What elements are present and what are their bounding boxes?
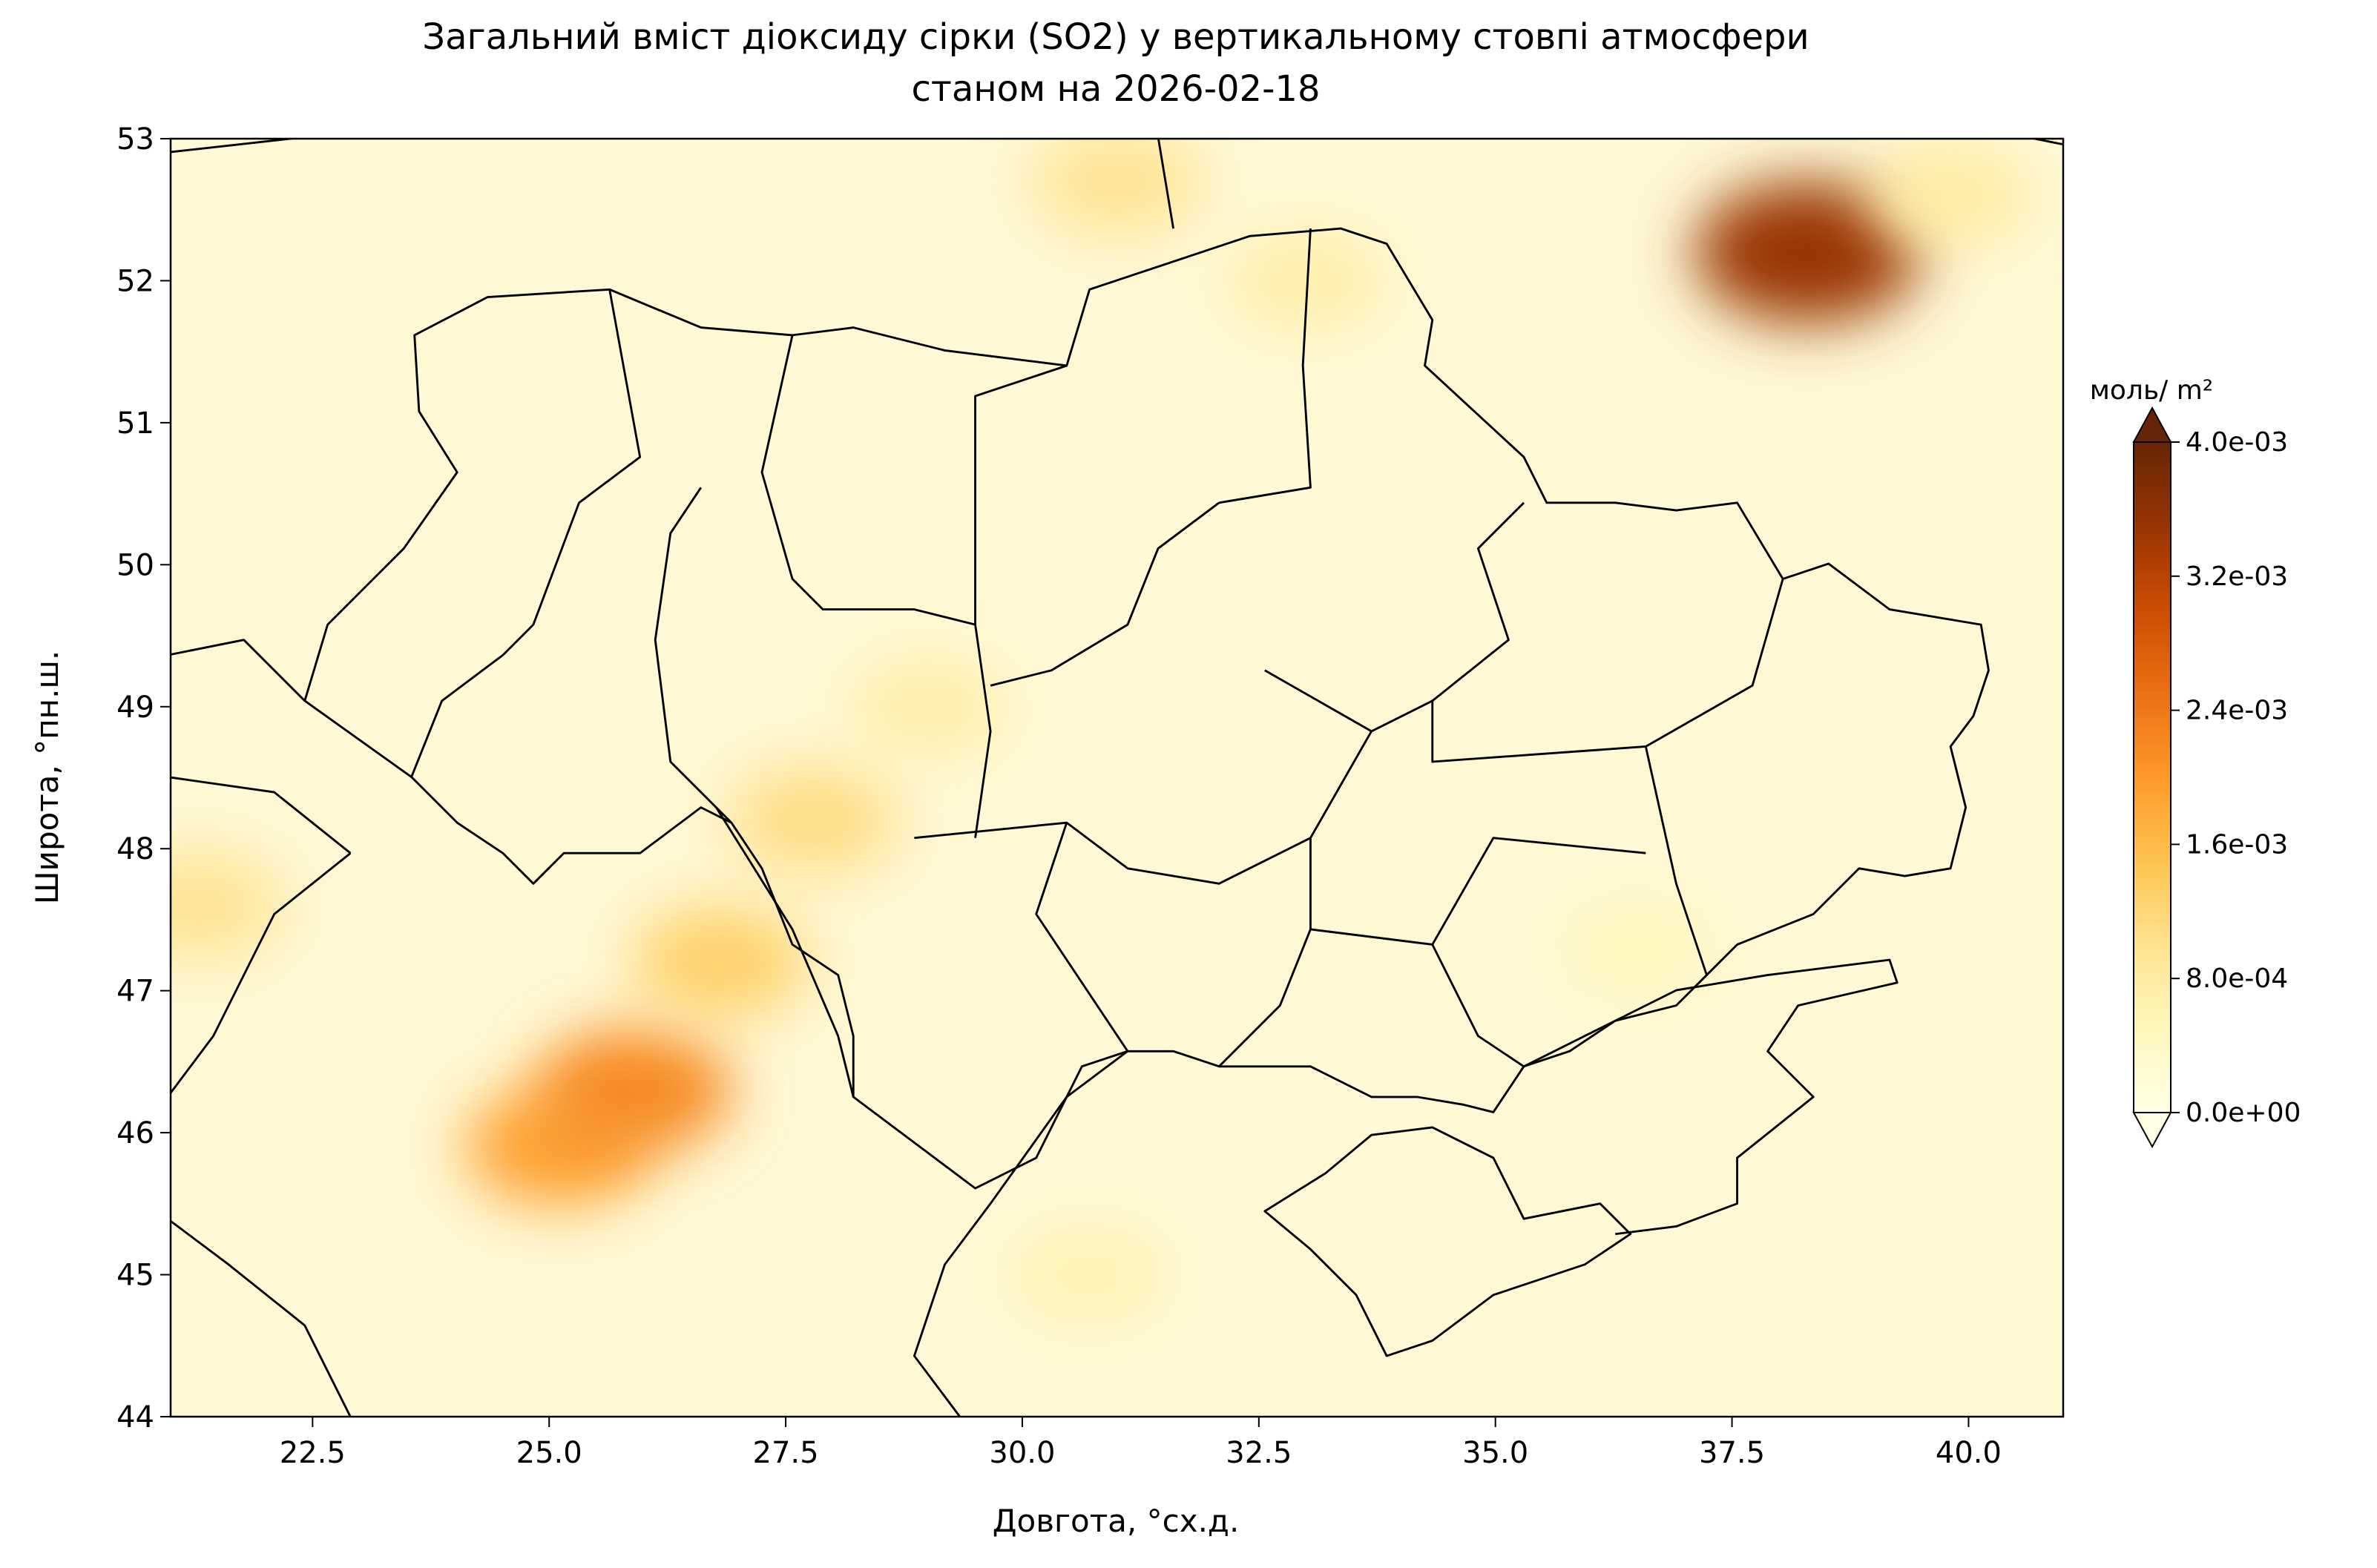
borders [171,139,2063,1417]
y-tick-label: 45 [116,1259,154,1293]
y-axis-label: Широта, °пн.ш. [29,650,65,905]
y-tick-label: 50 [116,548,154,582]
colorbar-label: моль/ m² [2090,375,2213,406]
colorbar-tick-label: 0.0e+00 [2186,1098,2301,1128]
colorbar-frame [2133,441,2171,1113]
y-tick-label: 53 [116,122,154,157]
x-axis-label: Довгота, °сх.д. [993,1503,1240,1539]
colorbar-extend-min [2132,1112,2172,1149]
y-tick-label: 44 [116,1400,154,1434]
y-tick-label: 51 [116,406,154,441]
so2-hotspot [632,908,806,1017]
x-tick-label: 22.5 [280,1436,346,1470]
x-tick-label: 27.5 [753,1436,819,1470]
chart-title: Загальний вміст діоксиду сірки (SO2) у в… [422,16,1809,58]
x-tick-label: 25.0 [516,1436,582,1470]
colorbar-tick-label: 4.0e-03 [2186,427,2288,458]
so2-hotspot [1694,182,1921,323]
plot-frame [169,137,2065,1418]
y-tick-label: 47 [116,975,154,1009]
so2-hotspot [1869,145,2031,246]
colorbar [2134,442,2171,1113]
colorbar-tick-label: 2.4e-03 [2186,696,2288,726]
so2-hotspot [1010,1225,1167,1324]
x-tick-label: 30.0 [989,1436,1055,1470]
so2-hotspot [1560,900,1715,997]
x-tick-label: 32.5 [1226,1436,1292,1470]
y-tick-label: 46 [116,1116,154,1150]
y-tick-label: 49 [116,691,154,725]
y-tick-label: 52 [116,264,154,298]
chart-subtitle: станом на 2026-02-18 [912,68,1321,110]
x-tick-label: 35.0 [1462,1436,1528,1470]
colorbar-tick-label: 3.2e-03 [2186,561,2288,592]
colorbar-extend-max [2132,406,2172,443]
so2-hotspot [729,767,898,873]
x-tick-label: 40.0 [1936,1436,2002,1470]
map-background [171,139,2063,1417]
so2-hotspot [1033,139,1200,234]
so2-hotspot [171,853,283,958]
y-tick-label: 48 [116,832,154,866]
so2-hotspot [1226,231,1386,331]
colorbar-tick-label: 1.6e-03 [2186,829,2288,860]
field [171,139,2031,1324]
so2-hotspot [536,1029,732,1151]
colorbar-tick-label: 8.0e-04 [2186,963,2288,994]
x-tick-label: 37.5 [1699,1436,1765,1470]
so2-hotspot [848,656,1007,757]
